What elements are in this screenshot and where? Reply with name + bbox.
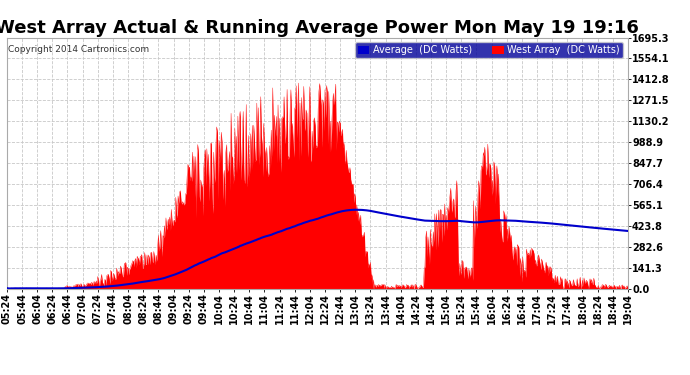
Title: West Array Actual & Running Average Power Mon May 19 19:16: West Array Actual & Running Average Powe…	[0, 20, 640, 38]
Text: Copyright 2014 Cartronics.com: Copyright 2014 Cartronics.com	[8, 45, 148, 54]
Legend: Average  (DC Watts), West Array  (DC Watts): Average (DC Watts), West Array (DC Watts…	[355, 42, 623, 58]
